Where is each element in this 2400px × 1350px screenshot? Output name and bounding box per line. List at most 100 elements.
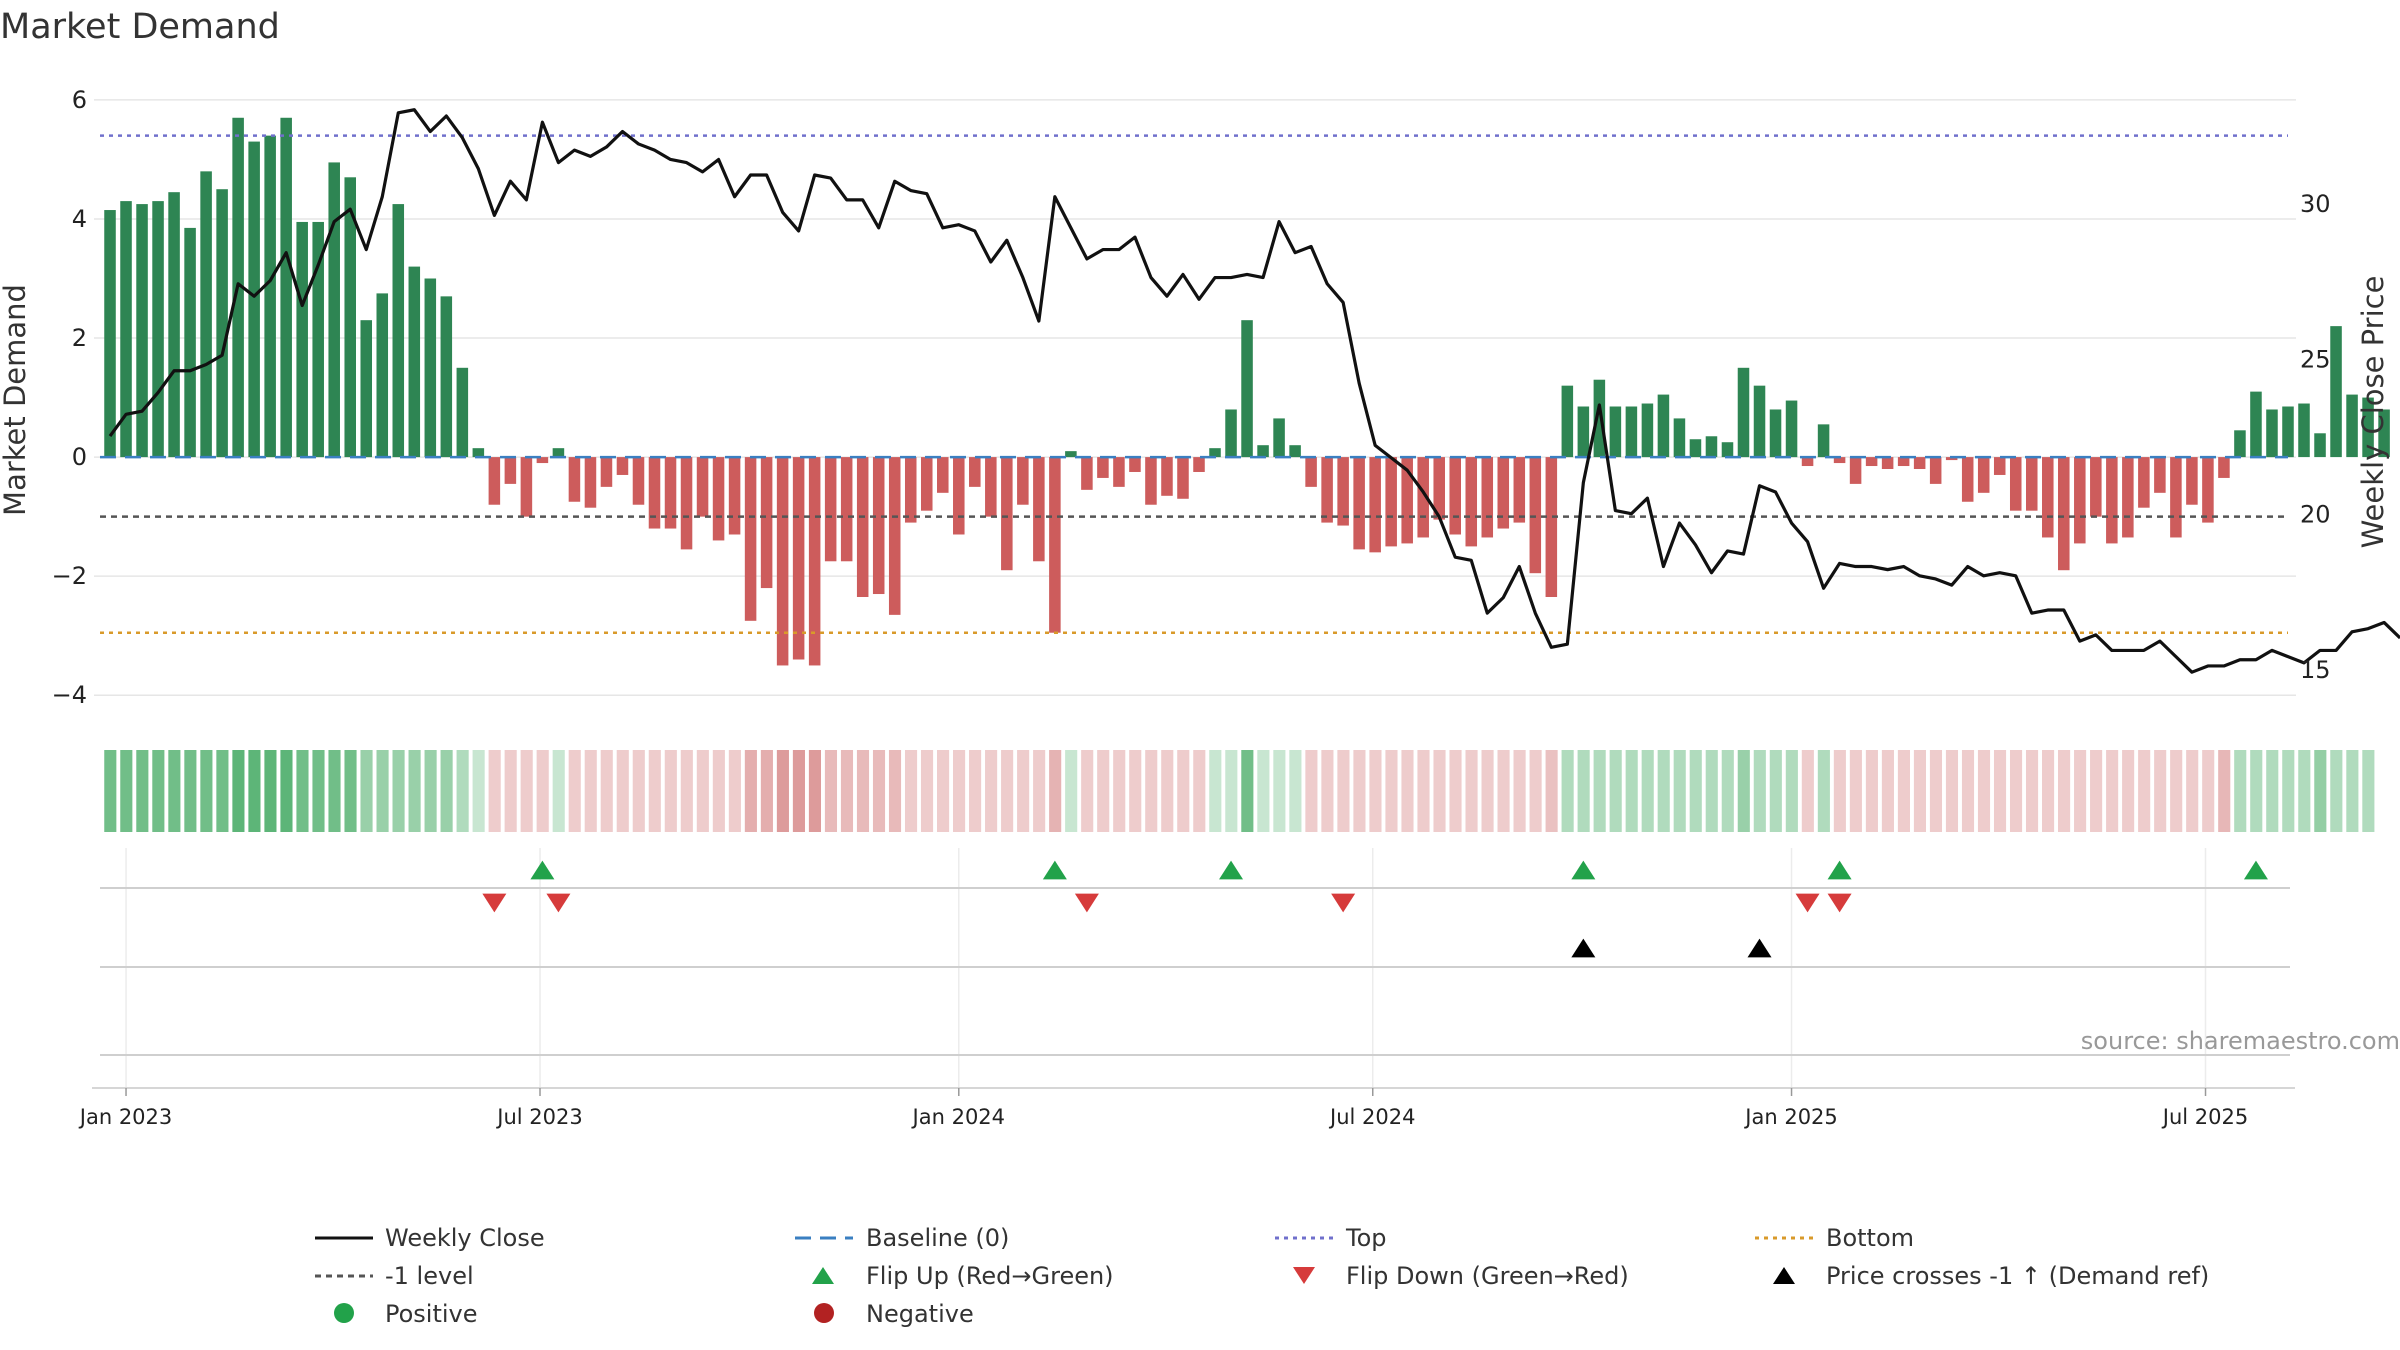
strip-cell — [680, 750, 693, 832]
positive-demand-bar — [1625, 406, 1638, 458]
strip-cell — [360, 750, 373, 832]
positive-demand-bar — [216, 189, 228, 458]
strip-cell — [2266, 750, 2279, 832]
negative-demand-bar — [1321, 457, 1333, 523]
legend-minus-one: -1 level — [315, 1262, 474, 1290]
strip-cell — [2074, 750, 2087, 832]
positive-demand-bar — [1769, 409, 1782, 458]
strip-cell — [1289, 750, 1302, 832]
negative-demand-bar — [712, 457, 725, 541]
negative-demand-bar — [1993, 457, 2006, 475]
negative-demand-bar — [1833, 457, 1846, 464]
positive-demand-bar — [2282, 406, 2294, 458]
flip-down-marker — [1331, 893, 1356, 913]
negative-demand-bar — [2170, 457, 2182, 538]
positive-demand-bar — [1753, 385, 1766, 458]
negative-demand-bar — [1193, 457, 1205, 472]
legend-baseline: Baseline (0) — [795, 1224, 1009, 1252]
strip-cell — [2330, 750, 2343, 832]
strip-cell — [1145, 750, 1158, 832]
negative-demand-bar — [760, 457, 773, 589]
strip-cell — [1401, 750, 1414, 832]
strip-cell — [488, 750, 501, 832]
strip-cell — [2025, 750, 2039, 832]
strip-cell — [328, 750, 341, 832]
strip-cell — [1001, 750, 1014, 832]
positive-demand-bar — [1785, 400, 1798, 458]
positive-demand-bar — [1705, 436, 1718, 458]
strip-cell — [1513, 750, 1526, 832]
strip-cell — [1865, 750, 1878, 832]
negative-demand-bar — [856, 457, 869, 597]
right-tick-label: 25 — [2300, 345, 2331, 373]
left-tick-label: −2 — [52, 562, 87, 590]
negative-demand-bar — [824, 457, 837, 562]
negative-demand-bar — [920, 457, 933, 511]
strip-cell — [904, 750, 918, 832]
negative-demand-bar — [776, 457, 789, 666]
strip-cell — [1737, 750, 1750, 832]
legend-bottom-label: Bottom — [1826, 1224, 1914, 1252]
negative-demand-bar — [1113, 457, 1125, 487]
strip-cell — [568, 750, 581, 832]
negative-demand-bar — [1049, 457, 1061, 633]
strip-cell — [1081, 750, 1094, 832]
legend-flip-up-label: Flip Up (Red→Green) — [866, 1262, 1114, 1290]
positive-demand-bar — [360, 320, 373, 458]
negative-demand-bar — [728, 457, 741, 535]
strip-cell — [200, 750, 213, 832]
strip-cell — [520, 750, 533, 832]
strip-cell — [2058, 750, 2071, 832]
positive-demand-bar — [1657, 394, 1670, 458]
strip-cell — [2282, 750, 2295, 832]
price-cross-marker — [1571, 938, 1596, 958]
strip-cell — [1129, 750, 1142, 832]
legend-flip-down-label: Flip Down (Green→Red) — [1346, 1262, 1629, 1290]
strip-cell — [1657, 750, 1670, 832]
strip-cell — [1913, 750, 1926, 832]
x-tick-label: Jul 2023 — [495, 1105, 582, 1129]
right-tick-label: 15 — [2300, 656, 2331, 684]
positive-demand-bar — [312, 221, 324, 458]
strip-cell — [104, 750, 117, 832]
legend-flip-down: Flip Down (Green→Red) — [1293, 1262, 1629, 1290]
negative-demand-bar — [969, 457, 981, 487]
signal-rows — [92, 848, 2295, 1089]
flip-down-marker — [546, 893, 571, 913]
strip-cell — [1577, 750, 1590, 832]
strip-cell — [888, 750, 902, 832]
strip-cell — [2314, 750, 2327, 832]
strip-cell — [1449, 750, 1462, 832]
strip-cell — [1545, 750, 1558, 832]
flip-up-marker — [1042, 860, 1067, 880]
negative-demand-bar — [792, 457, 805, 660]
positive-demand-bar — [2362, 397, 2374, 458]
positive-demand-bar — [1561, 385, 1574, 458]
strip-cell — [1305, 750, 1318, 832]
positive-demand-bar — [104, 210, 116, 458]
positive-demand-bar — [296, 221, 308, 458]
positive-demand-bar — [1241, 320, 1253, 458]
positive-demand-bar — [2266, 409, 2278, 458]
price-cross-markers — [1571, 938, 1772, 958]
positive-demand-bar — [200, 171, 212, 458]
negative-demand-bar — [1513, 457, 1526, 523]
strip-cell — [872, 750, 886, 832]
strip-cell — [584, 750, 597, 832]
strip-cell — [1337, 750, 1350, 832]
legend-weekly-close-label: Weekly Close — [385, 1224, 545, 1252]
strip-cell — [1769, 750, 1782, 832]
strip-cell — [1593, 750, 1606, 832]
negative-demand-bar — [2074, 457, 2086, 544]
negative-demand-bar — [1977, 457, 1990, 493]
negative-demand-bar — [1961, 457, 1974, 502]
strip-cell — [1641, 750, 1654, 832]
negative-demand-bar — [1129, 457, 1141, 472]
negative-demand-bar — [1033, 457, 1045, 562]
strip-cell — [969, 750, 982, 832]
strip-cell — [1385, 750, 1398, 832]
negative-demand-bar — [1801, 457, 1814, 467]
strip-cell — [937, 750, 950, 832]
legend-flip-down-swatch — [1293, 1267, 1315, 1284]
negative-demand-bar — [1897, 457, 1910, 467]
